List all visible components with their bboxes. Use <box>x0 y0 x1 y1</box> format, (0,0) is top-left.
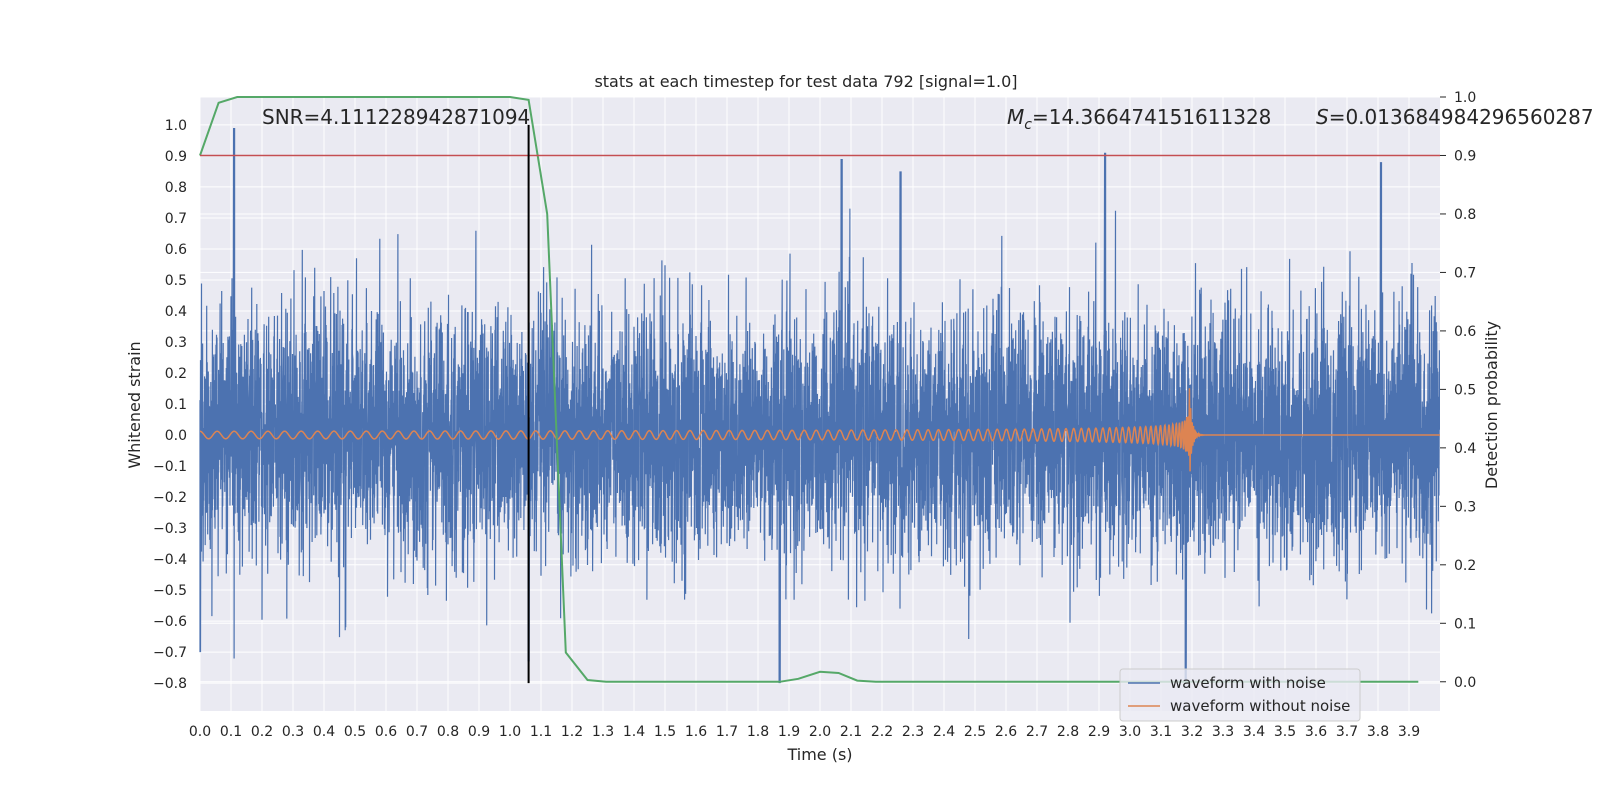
x-tick-label: 3.0 <box>1119 724 1141 740</box>
y-tick-label: 0.9 <box>165 149 187 165</box>
s-annotation: S=0.013684984296560287 <box>1316 105 1594 129</box>
y-tick-label: 1.0 <box>165 118 187 134</box>
x-tick-label: 2.0 <box>809 724 831 740</box>
y2-axis-label: Detection probability <box>1482 321 1501 489</box>
x-tick-label: 1.4 <box>623 724 645 740</box>
series-waveform-with-noise <box>199 127 1440 684</box>
y-tick-label: −0.8 <box>153 676 187 692</box>
x-tick-label: 2.6 <box>995 724 1017 740</box>
legend-label-clean: waveform without noise <box>1170 697 1350 715</box>
s-symbol: S <box>1316 105 1329 129</box>
x-tick-label: 0.6 <box>375 724 397 740</box>
y-tick-label: 0.6 <box>165 242 187 258</box>
x-tick-label: 2.5 <box>964 724 986 740</box>
y2-tick-label: 0.6 <box>1454 324 1476 340</box>
mc-value: =14.366474151611328 <box>1032 105 1271 129</box>
x-tick-label: 1.1 <box>530 724 552 740</box>
mc-annotation: Mc=14.366474151611328 <box>1007 105 1271 133</box>
x-tick-label: 3.5 <box>1274 724 1296 740</box>
x-tick-label: 1.9 <box>778 724 800 740</box>
x-tick-label: 3.2 <box>1181 724 1203 740</box>
y-tick-label: 0.4 <box>165 304 187 320</box>
x-tick-label: 3.8 <box>1367 724 1389 740</box>
x-axis-label: Time (s) <box>786 745 852 764</box>
y-tick-label: −0.1 <box>153 459 187 475</box>
x-tick-label: 3.1 <box>1150 724 1172 740</box>
x-tick-label: 0.4 <box>313 724 335 740</box>
mc-symbol: M <box>1007 105 1024 129</box>
chart-title: stats at each timestep for test data 792… <box>594 72 1017 91</box>
x-tick-label: 0.5 <box>344 724 366 740</box>
x-tick-label: 0.8 <box>437 724 459 740</box>
x-tick-label: 2.7 <box>1026 724 1048 740</box>
x-tick-label: 3.7 <box>1336 724 1358 740</box>
y2-tick-label: 0.5 <box>1454 382 1476 398</box>
x-tick-label: 3.6 <box>1305 724 1327 740</box>
y-tick-label: −0.3 <box>153 521 187 537</box>
y-tick-label: 0.0 <box>165 428 187 444</box>
probability-line <box>199 96 1419 683</box>
legend: waveform with noise waveform without noi… <box>1119 668 1361 722</box>
y-tick-label: 0.3 <box>165 335 187 351</box>
x-tick-label: 0.9 <box>468 724 490 740</box>
x-tick-label: 2.9 <box>1088 724 1110 740</box>
x-tick-label: 0.0 <box>189 724 211 740</box>
y-tick-label: −0.5 <box>153 583 187 599</box>
y-tick-label: 0.1 <box>165 397 187 413</box>
y-tick-label: 0.2 <box>165 366 187 382</box>
x-tick-label: 0.2 <box>251 724 273 740</box>
x-tick-label: 2.3 <box>902 724 924 740</box>
y-tick-labels: 1.0 0.9 0.8 0.7 0.6 0.5 0.4 0.3 0.2 0.1 0.0 −0.1 −0.… <box>153 118 187 692</box>
x-tick-label: 2.1 <box>840 724 862 740</box>
reference-lines <box>200 124 1440 684</box>
series-waveform-without-noise <box>199 388 1440 472</box>
x-tick-labels: 0.0 0.1 0.2 0.3 0.4 0.5 0.6 0.7 0.8 0.9 1.0 1.1 1.2 1… <box>189 724 1420 740</box>
y-tick-label: 0.8 <box>165 180 187 196</box>
y2-tick-label: 0.4 <box>1454 441 1476 457</box>
legend-frame <box>1119 668 1361 722</box>
y2-tick-label: 1.0 <box>1454 90 1476 106</box>
x-tick-label: 1.8 <box>747 724 769 740</box>
x-tick-label: 2.4 <box>933 724 955 740</box>
noise-trace <box>199 127 1440 684</box>
y-tick-label: −0.7 <box>153 645 187 661</box>
x-tick-label: 0.1 <box>220 724 242 740</box>
y2-tick-label: 0.8 <box>1454 207 1476 223</box>
y2-tick-label: 0.0 <box>1454 675 1476 691</box>
x-tick-label: 0.3 <box>282 724 304 740</box>
x-tick-label: 2.2 <box>871 724 893 740</box>
x-tick-label: 1.7 <box>716 724 738 740</box>
x-tick-label: 1.2 <box>561 724 583 740</box>
y2-tick-label: 0.1 <box>1454 616 1476 632</box>
s-value: =0.013684984296560287 <box>1329 105 1594 129</box>
snr-annotation: SNR=4.111228942871094 <box>262 105 530 129</box>
y2-tick-label: 0.7 <box>1454 265 1476 281</box>
x-tick-label: 0.7 <box>406 724 428 740</box>
y2-tick-labels: 1.0 0.9 0.8 0.7 0.6 0.5 0.4 0.3 0.2 0.1 0.0 <box>1440 90 1476 691</box>
y-tick-label: −0.4 <box>153 552 187 568</box>
x-tick-label: 3.3 <box>1212 724 1234 740</box>
clean-trace <box>199 388 1440 472</box>
x-tick-label: 3.4 <box>1243 724 1265 740</box>
y-tick-label: 0.7 <box>165 211 187 227</box>
x-tick-label: 1.5 <box>654 724 676 740</box>
y2-tick-label: 0.9 <box>1454 148 1476 164</box>
x-tick-label: 1.0 <box>499 724 521 740</box>
y-tick-label: −0.2 <box>153 490 187 506</box>
y-tick-label: −0.6 <box>153 614 187 630</box>
legend-label-noise: waveform with noise <box>1170 674 1326 692</box>
x-tick-label: 1.3 <box>592 724 614 740</box>
y-tick-label: 0.5 <box>165 273 187 289</box>
x-tick-label: 2.8 <box>1057 724 1079 740</box>
x-tick-label: 1.6 <box>685 724 707 740</box>
y2-tick-label: 0.3 <box>1454 499 1476 515</box>
mc-subscript: c <box>1024 117 1032 133</box>
y2-tick-label: 0.2 <box>1454 558 1476 574</box>
x-tick-label: 3.9 <box>1398 724 1420 740</box>
y-axis-label: Whitened strain <box>125 341 144 468</box>
